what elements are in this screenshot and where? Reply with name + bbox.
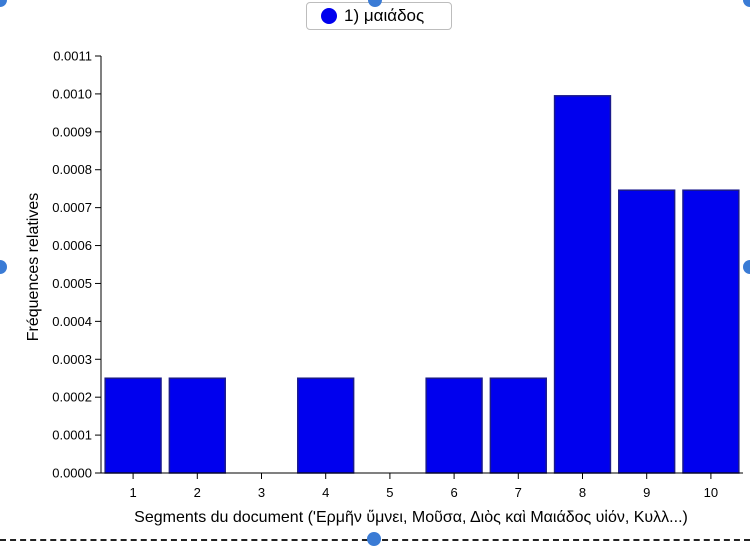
resize-handle-top-right[interactable] xyxy=(743,0,750,7)
y-tick-label: 0.0003 xyxy=(52,352,92,367)
resize-handle-top-left[interactable] xyxy=(0,0,7,7)
bar xyxy=(168,377,226,474)
bar xyxy=(553,95,612,474)
bar xyxy=(682,189,740,474)
bar xyxy=(104,377,162,474)
axes-group: 0.0000 0.0001 0.0002 0.0003 0.0004 0.0005 0.00… xyxy=(52,49,743,500)
resize-handle-left[interactable] xyxy=(0,260,7,274)
x-tick-label: 9 xyxy=(643,485,650,500)
y-tick-label: 0.0008 xyxy=(52,162,92,177)
legend[interactable]: 1) μαιάδος xyxy=(306,2,452,30)
y-axis-label: Fréquences relatives xyxy=(25,192,42,342)
resize-handle-bottom[interactable] xyxy=(367,532,381,546)
bar xyxy=(489,377,547,474)
legend-label: 1) μαιάδος xyxy=(344,6,425,25)
y-tick-label: 0.0005 xyxy=(52,276,92,291)
y-tick-label: 0.0002 xyxy=(52,390,92,405)
x-tick-label: 5 xyxy=(386,485,393,500)
y-tick-label: 0.0001 xyxy=(52,428,92,443)
x-tick-label: 1 xyxy=(129,485,136,500)
x-tick-label: 7 xyxy=(515,485,522,500)
x-tick-label: 2 xyxy=(194,485,201,500)
y-tick-label: 0.0010 xyxy=(52,86,92,101)
x-tick-label: 6 xyxy=(450,485,457,500)
y-tick-label: 0.0007 xyxy=(52,200,92,215)
x-tick-label: 10 xyxy=(704,485,718,500)
legend-swatch xyxy=(321,8,337,24)
y-tick-label: 0.0006 xyxy=(52,238,92,253)
bar xyxy=(618,189,676,474)
x-axis-label: Segments du document (ʹΕρμῆν ὕμνει, Μοῦσ… xyxy=(134,509,688,526)
bar xyxy=(425,377,483,474)
y-tick-label: 0.0011 xyxy=(53,49,92,64)
y-tick-label: 0.0004 xyxy=(52,314,92,329)
x-tick-label: 3 xyxy=(258,485,265,500)
y-tick-label: 0.0009 xyxy=(52,124,92,139)
bars-group xyxy=(104,95,740,474)
bar xyxy=(297,377,355,474)
x-tick-label: 4 xyxy=(322,485,329,500)
y-tick-label: 0.0000 xyxy=(52,466,92,481)
resize-handle-right[interactable] xyxy=(743,260,750,274)
x-tick-label: 8 xyxy=(579,485,586,500)
resize-handle-top[interactable] xyxy=(368,0,382,7)
